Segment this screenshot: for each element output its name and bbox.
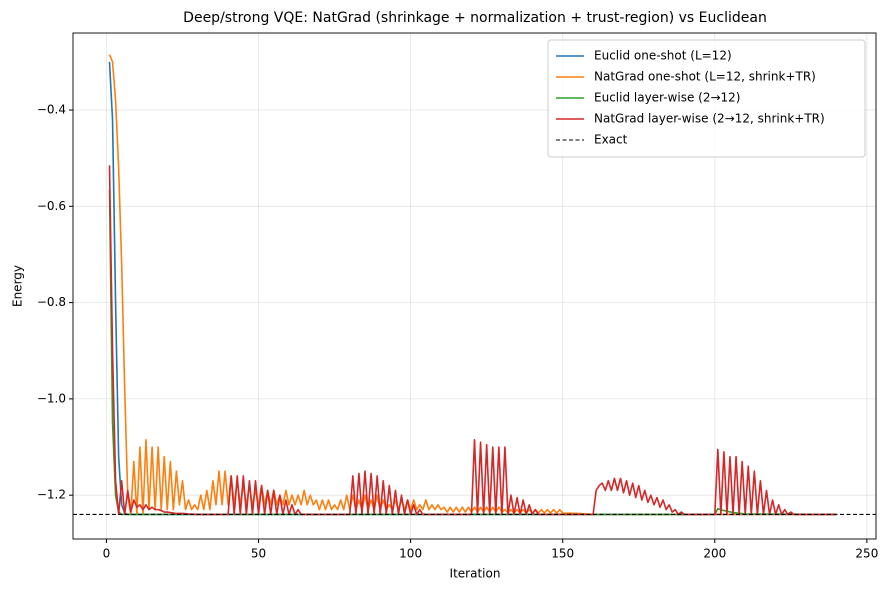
plot-frame bbox=[72, 32, 877, 540]
x-tick-label: 50 bbox=[251, 547, 266, 561]
y-tick-label: −0.8 bbox=[37, 295, 66, 309]
legend-label: NatGrad one-shot (L=12, shrink+TR) bbox=[594, 70, 816, 84]
legend-label: Euclid one-shot (L=12) bbox=[594, 49, 732, 63]
y-tick-label: −0.6 bbox=[37, 199, 66, 213]
y-tick-label: −0.4 bbox=[37, 103, 66, 117]
y-tick-label: −1.2 bbox=[37, 488, 66, 502]
x-axis-label: Iteration bbox=[450, 567, 501, 581]
legend-label: Euclid layer-wise (2→12) bbox=[594, 91, 740, 105]
x-tick-label: 200 bbox=[703, 547, 726, 561]
x-tick-label: 150 bbox=[551, 547, 574, 561]
legend-box bbox=[547, 39, 866, 158]
series-line bbox=[108, 54, 837, 516]
series-line bbox=[108, 165, 837, 516]
chart-title: Deep/strong VQE: NatGrad (shrinkage + no… bbox=[183, 10, 767, 26]
x-tick-label: 0 bbox=[103, 547, 111, 561]
x-tick-label: 100 bbox=[399, 547, 422, 561]
x-tick-label: 250 bbox=[855, 547, 878, 561]
y-tick-label: −1.0 bbox=[37, 391, 66, 405]
legend-label: Exact bbox=[594, 133, 628, 147]
legend-label: NatGrad layer-wise (2→12, shrink+TR) bbox=[594, 112, 825, 126]
y-axis-label: Energy bbox=[11, 265, 25, 307]
